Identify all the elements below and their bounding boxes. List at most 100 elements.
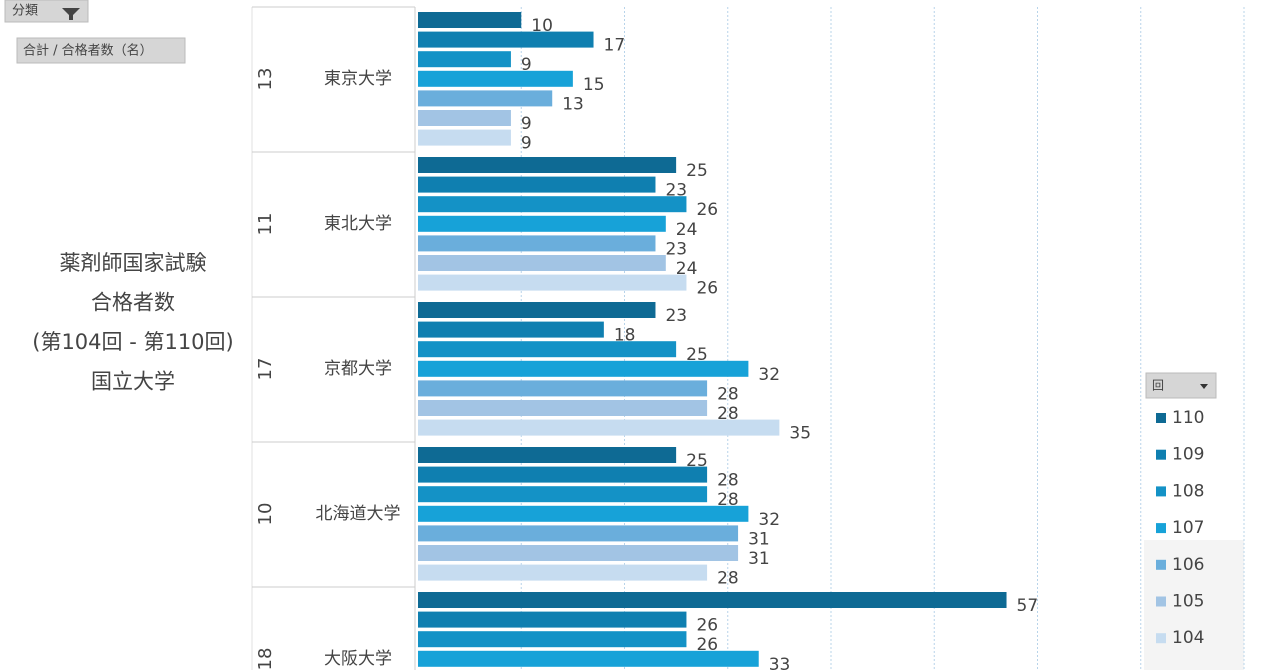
bar <box>418 525 739 542</box>
chart-title: (第104回 - 第110回) <box>32 330 233 354</box>
category-group-label: 18 <box>255 648 276 670</box>
category-group-label: 17 <box>255 358 276 381</box>
bar <box>418 341 677 358</box>
bar <box>418 255 666 271</box>
legend-swatch <box>1156 413 1166 423</box>
data-label: 26 <box>696 616 718 636</box>
value-field-button[interactable] <box>16 37 186 64</box>
bar <box>418 360 749 377</box>
data-label: 26 <box>696 635 718 655</box>
category-group-label: 13 <box>255 68 276 91</box>
data-label: 25 <box>686 451 708 471</box>
legend-swatch <box>1156 449 1166 460</box>
data-label: 13 <box>562 94 584 114</box>
data-label: 26 <box>696 279 718 299</box>
bar <box>418 157 677 173</box>
filter-icon <box>62 8 80 20</box>
data-label: 28 <box>717 569 739 589</box>
bar <box>418 545 739 561</box>
data-label: 28 <box>717 384 739 404</box>
bar <box>418 650 759 667</box>
legend-swatch <box>1156 633 1166 644</box>
data-label: 9 <box>521 55 532 75</box>
bar <box>418 380 708 397</box>
bar <box>418 274 687 291</box>
data-label: 23 <box>665 181 687 201</box>
data-label: 25 <box>686 161 708 181</box>
bar <box>418 631 687 648</box>
bar <box>418 486 708 503</box>
data-label: 31 <box>748 549 770 569</box>
value-field-label: 合計 / 合格者数（名） <box>23 43 153 59</box>
chart-title: 薬剤師国家試験 <box>60 251 207 275</box>
category-label: 大阪大学 <box>324 649 392 669</box>
bar <box>418 447 677 463</box>
dropdown-icon <box>1200 384 1208 389</box>
data-label: 32 <box>758 510 780 530</box>
category-filter-button[interactable] <box>4 0 89 23</box>
bar <box>418 592 1007 608</box>
legend-label: 109 <box>1172 445 1204 465</box>
bar <box>418 215 666 232</box>
legend-swatch <box>1156 596 1166 607</box>
bar <box>418 31 594 48</box>
data-label: 10 <box>531 16 553 36</box>
bar <box>418 70 573 87</box>
data-label: 15 <box>583 75 605 95</box>
legend-swatch <box>1156 559 1166 570</box>
data-label: 28 <box>717 471 739 491</box>
category-filter-label: 分類 <box>12 4 38 19</box>
data-label: 25 <box>686 345 708 365</box>
data-label: 35 <box>789 424 811 444</box>
chart-title: 国立大学 <box>91 370 175 394</box>
data-label: 24 <box>676 259 698 279</box>
chart-title: 合格者数 <box>91 291 175 315</box>
bar <box>418 110 511 126</box>
data-label: 26 <box>696 200 718 220</box>
data-label: 18 <box>614 326 636 346</box>
category-group-label: 11 <box>255 213 276 236</box>
data-label: 28 <box>717 404 739 424</box>
data-label: 23 <box>665 239 687 259</box>
category-label: 東京大学 <box>324 69 392 89</box>
legend-label: 106 <box>1172 555 1204 575</box>
bar <box>418 129 511 146</box>
legend-title: 回 <box>1152 379 1164 393</box>
bar <box>418 419 780 436</box>
legend-label: 108 <box>1172 481 1204 501</box>
bar <box>418 51 511 68</box>
bar <box>418 302 656 318</box>
data-label: 24 <box>676 220 698 240</box>
bar <box>418 90 553 107</box>
legend-label: 110 <box>1172 408 1204 428</box>
bar <box>418 176 656 193</box>
bar <box>418 196 687 213</box>
category-label: 東北大学 <box>324 214 392 234</box>
data-label: 32 <box>758 365 780 385</box>
legend-label: 104 <box>1172 628 1204 648</box>
bar <box>418 235 656 252</box>
bar <box>418 400 708 416</box>
legend-swatch <box>1156 486 1166 497</box>
data-label: 17 <box>604 36 626 56</box>
legend-swatch <box>1156 523 1166 534</box>
bar <box>418 564 708 581</box>
data-label: 31 <box>748 529 770 549</box>
legend-label: 105 <box>1172 592 1204 612</box>
data-label: 9 <box>521 114 532 134</box>
category-label: 京都大学 <box>324 359 392 379</box>
data-label: 23 <box>665 306 687 326</box>
category-group-label: 10 <box>255 503 276 526</box>
bar <box>418 505 749 522</box>
data-label: 57 <box>1017 596 1039 616</box>
data-label: 28 <box>717 490 739 510</box>
data-label: 9 <box>521 134 532 154</box>
legend-label: 107 <box>1172 518 1204 538</box>
data-label: 33 <box>769 655 791 670</box>
bar <box>418 611 687 628</box>
bar <box>418 466 708 483</box>
category-label: 北海道大学 <box>316 504 401 524</box>
bar <box>418 321 604 338</box>
bar <box>418 12 522 28</box>
